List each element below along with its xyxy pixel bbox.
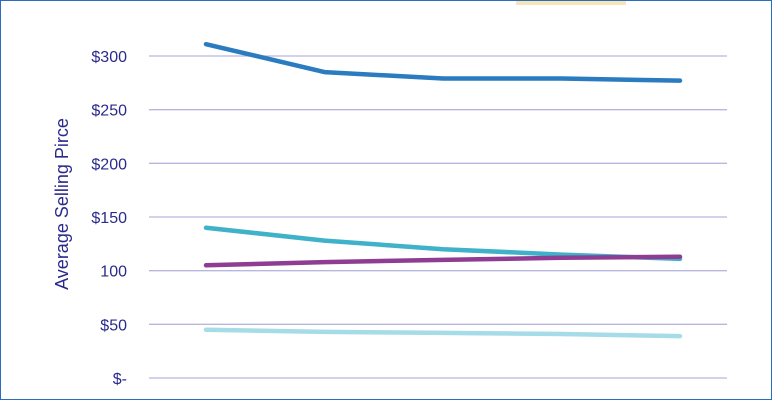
x-tick-label: 2021 <box>425 397 461 399</box>
y-axis-tick-labels: $- $50 100 $150 $200 $250 $300 <box>91 49 127 388</box>
y-tick-label: $- <box>113 371 127 388</box>
x-tick-label: 2020 <box>307 397 343 399</box>
y-axis-title: Average Selling Pirce <box>52 118 72 290</box>
y-tick-label: 100 <box>100 264 127 281</box>
x-tick-label: 2019 <box>188 397 224 399</box>
legend-swatch-peek <box>516 1 626 5</box>
gridlines <box>149 55 727 379</box>
series-line-4 <box>203 327 683 339</box>
y-tick-label: $300 <box>91 49 127 66</box>
y-tick-label: $200 <box>91 156 127 173</box>
x-tick-label: 2022 <box>544 397 580 399</box>
x-tick-label: 2023 <box>662 397 698 399</box>
x-axis-tick-labels: 2019 2020 2021 2022 2023 <box>188 397 698 399</box>
series-lines <box>203 41 683 339</box>
y-tick-label: $150 <box>91 210 127 227</box>
series-line-3 <box>203 254 683 268</box>
y-tick-label: $50 <box>100 317 127 334</box>
y-tick-label: $250 <box>91 103 127 120</box>
series-line-1 <box>203 41 683 83</box>
series-line-2 <box>203 225 683 262</box>
